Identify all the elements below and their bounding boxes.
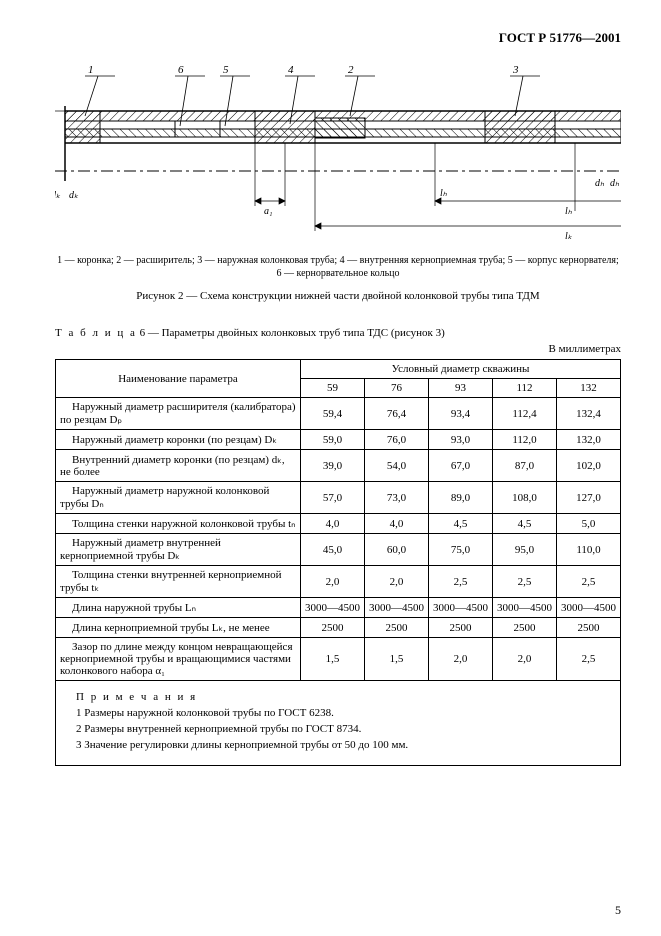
param-value: 2,5 [493, 566, 557, 598]
param-value: 75,0 [429, 534, 493, 566]
param-name: Толщина стенки наружной колонковой трубы… [56, 514, 301, 534]
dim-left2: dₖ [69, 190, 79, 201]
param-value: 4,5 [493, 514, 557, 534]
param-name: Наружный диаметр внутренней керноприемно… [56, 534, 301, 566]
param-value: 2,5 [557, 638, 621, 681]
param-value: 112,4 [493, 398, 557, 430]
param-name: Наружный диаметр наружной колонковой тру… [56, 482, 301, 514]
dim-r1: dₕ [595, 178, 605, 189]
notes-heading: П р и м е ч а н и я [64, 691, 612, 703]
table-units: В миллиметрах [55, 343, 621, 355]
param-value: 112,0 [493, 430, 557, 450]
param-value: 3000—4500 [493, 598, 557, 618]
callout-2: 2 [348, 64, 354, 76]
note-1: 1 Размеры наружной колонковой трубы по Г… [64, 707, 612, 719]
param-value: 102,0 [557, 450, 621, 482]
dim-r2: dₕ [610, 178, 620, 189]
param-value: 59,0 [301, 430, 365, 450]
table-title-rest: 6 — Параметры двойных колонковых труб ти… [137, 327, 445, 339]
col-diam: 59 [301, 379, 365, 398]
col-group: Условный диаметр скважины [301, 360, 621, 379]
callout-5: 5 [223, 64, 229, 76]
param-value: 67,0 [429, 450, 493, 482]
figure-legend: 1 — коронка; 2 — расширитель; 3 — наружн… [55, 254, 621, 280]
param-value: 59,4 [301, 398, 365, 430]
callout-1: 1 [88, 64, 94, 76]
param-name: Длина наружной трубы Lₙ [56, 598, 301, 618]
param-name: Внутренний диаметр коронки (по резцам) d… [56, 450, 301, 482]
table-title: Т а б л и ц а 6 — Параметры двойных коло… [55, 327, 621, 339]
dim-a1: a₁ [264, 206, 272, 217]
parameters-table: Наименование параметра Условный диаметр … [55, 359, 621, 681]
table-notes: П р и м е ч а н и я 1 Размеры наружной к… [55, 681, 621, 766]
param-value: 2500 [557, 618, 621, 638]
dim-lk: lₖ [565, 231, 573, 242]
param-value: 60,0 [365, 534, 429, 566]
param-value: 2,5 [557, 566, 621, 598]
table-title-prefix: Т а б л и ц а [55, 327, 137, 339]
callout-4: 4 [288, 64, 294, 76]
param-value: 108,0 [493, 482, 557, 514]
param-value: 45,0 [301, 534, 365, 566]
param-value: 110,0 [557, 534, 621, 566]
param-value: 2,0 [301, 566, 365, 598]
param-value: 4,5 [429, 514, 493, 534]
param-value: 89,0 [429, 482, 493, 514]
param-value: 2500 [493, 618, 557, 638]
param-name: Толщина стенки внутренней керноприемной … [56, 566, 301, 598]
param-value: 1,5 [365, 638, 429, 681]
col-diam: 93 [429, 379, 493, 398]
param-value: 5,0 [557, 514, 621, 534]
figure-2: 1 6 5 4 2 3 [55, 56, 621, 246]
figure-caption: Рисунок 2 — Схема конструкции нижней час… [55, 290, 621, 302]
callout-6: 6 [178, 64, 184, 76]
param-value: 95,0 [493, 534, 557, 566]
param-value: 2500 [301, 618, 365, 638]
param-value: 54,0 [365, 450, 429, 482]
param-value: 132,0 [557, 430, 621, 450]
param-value: 4,0 [301, 514, 365, 534]
dim-lh: lₕ [565, 206, 573, 217]
param-value: 132,4 [557, 398, 621, 430]
page-number: 5 [615, 903, 621, 918]
param-name: Зазор по длине между концом невращающейс… [56, 638, 301, 681]
note-3: 3 Значение регулировки длины керноприемн… [64, 739, 612, 751]
param-value: 93,0 [429, 430, 493, 450]
param-value: 2500 [429, 618, 493, 638]
param-value: 2,0 [429, 638, 493, 681]
param-value: 1,5 [301, 638, 365, 681]
dim-left1: dₖ [55, 190, 61, 201]
col-param: Наименование параметра [56, 360, 301, 398]
param-name: Длина керноприемной трубы Lₖ, не менее [56, 618, 301, 638]
param-name: Наружный диаметр расширителя (калибратор… [56, 398, 301, 430]
param-value: 4,0 [365, 514, 429, 534]
param-value: 3000—4500 [557, 598, 621, 618]
param-value: 127,0 [557, 482, 621, 514]
dim-lh-lbl: lₕ [440, 188, 448, 199]
param-value: 39,0 [301, 450, 365, 482]
param-value: 3000—4500 [365, 598, 429, 618]
param-name: Наружный диаметр коронки (по резцам) Dₖ [56, 430, 301, 450]
param-value: 76,0 [365, 430, 429, 450]
col-diam: 112 [493, 379, 557, 398]
param-value: 2,0 [365, 566, 429, 598]
param-value: 93,4 [429, 398, 493, 430]
param-value: 3000—4500 [301, 598, 365, 618]
note-2: 2 Размеры внутренней керноприемной трубы… [64, 723, 612, 735]
param-value: 87,0 [493, 450, 557, 482]
param-value: 76,4 [365, 398, 429, 430]
param-value: 73,0 [365, 482, 429, 514]
standard-header: ГОСТ Р 51776—2001 [55, 30, 621, 46]
col-diam: 76 [365, 379, 429, 398]
col-diam: 132 [557, 379, 621, 398]
param-value: 57,0 [301, 482, 365, 514]
param-value: 2,5 [429, 566, 493, 598]
param-value: 3000—4500 [429, 598, 493, 618]
callout-3: 3 [512, 64, 519, 76]
param-value: 2,0 [493, 638, 557, 681]
param-value: 2500 [365, 618, 429, 638]
